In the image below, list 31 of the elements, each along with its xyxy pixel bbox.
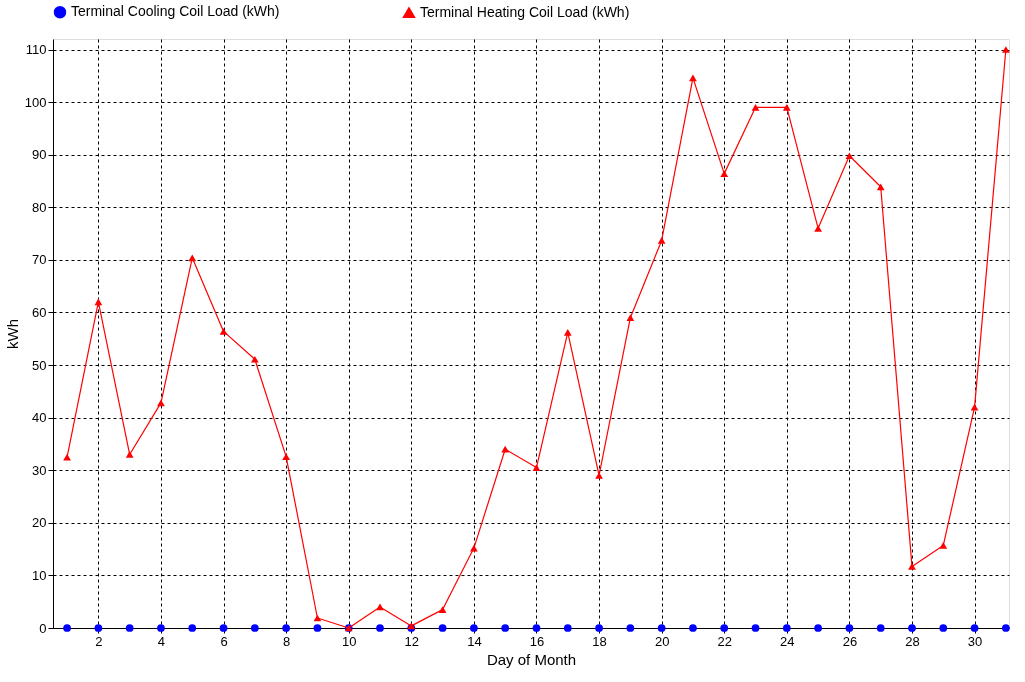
x-axis-title: Day of Month <box>486 650 577 668</box>
x-tick-label: 26 <box>842 633 858 649</box>
x-tick-label: 6 <box>220 633 228 649</box>
y-tick-label: 60 <box>32 304 47 320</box>
x-tick-label: 4 <box>157 633 166 649</box>
y-tick-label: 100 <box>24 94 47 110</box>
y-tick-label: 40 <box>32 410 47 426</box>
legend-label: Terminal Cooling Coil Load (kWh) <box>71 3 280 20</box>
x-tick-label: 8 <box>283 633 291 649</box>
y-tick-label: 50 <box>32 357 47 373</box>
x-tick-label: 20 <box>654 633 670 649</box>
x-tick-label: 30 <box>967 633 983 649</box>
x-tick-label: 22 <box>717 633 732 649</box>
y-tick-label: 90 <box>32 147 47 163</box>
x-tick-label: 14 <box>467 633 482 649</box>
y-tick-label: 80 <box>32 199 47 215</box>
x-tick-label: 2 <box>95 633 103 649</box>
y-tick-label: 0 <box>39 620 47 636</box>
x-tick-label: 28 <box>905 633 920 649</box>
y-tick-label: 30 <box>32 462 47 478</box>
x-tick-label: 10 <box>341 633 357 649</box>
y-tick-label: 20 <box>32 515 47 531</box>
legend-label: Terminal Heating Coil Load (kWh) <box>420 3 630 20</box>
y-axis-title: kWh <box>3 319 21 349</box>
y-tick-label: 70 <box>32 252 47 268</box>
x-tick-label: 16 <box>529 633 545 649</box>
x-tick-label: 12 <box>404 633 420 649</box>
y-tick-label: 10 <box>32 567 47 583</box>
x-tick-label: 18 <box>592 633 607 649</box>
x-tick-label: 24 <box>780 633 795 649</box>
y-tick-label: 110 <box>25 42 47 58</box>
